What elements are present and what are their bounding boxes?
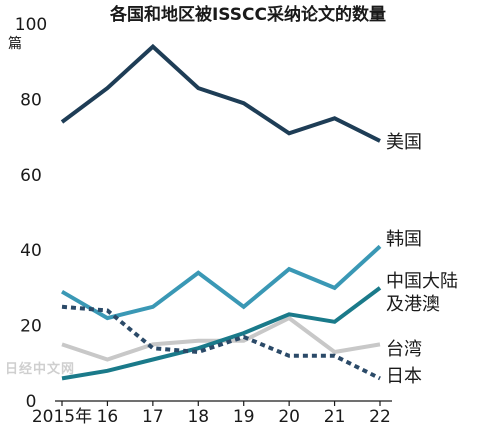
series-label-1: 韩国 — [386, 229, 422, 250]
x-tick-label-6: 21 — [324, 407, 346, 427]
series-label-2-line-1: 及港澳 — [386, 294, 440, 315]
x-tick-label-0: 2015年 — [32, 407, 92, 427]
watermark: 日经中文网 — [5, 361, 75, 377]
chart-title: 各国和地区被ISSCC采纳论文的数量 — [109, 4, 386, 25]
series-line-0 — [60, 43, 381, 143]
y-tick-label-40: 40 — [20, 241, 42, 261]
x-tick-label-7: 22 — [369, 407, 391, 427]
series-line-1 — [60, 244, 382, 321]
y-tick-label-100: 100 — [15, 15, 47, 35]
y-axis-unit: 篇 — [8, 36, 22, 52]
x-tick-label-3: 18 — [187, 407, 209, 427]
x-tick-label-4: 19 — [233, 407, 255, 427]
series-label-4: 日本 — [386, 366, 422, 387]
x-tick-label-5: 20 — [278, 407, 300, 427]
y-tick-label-60: 60 — [20, 166, 42, 186]
x-axis-ticks: 2015年 16 17 18 19 20 21 22 — [32, 401, 391, 427]
y-tick-label-0: 0 — [26, 392, 37, 412]
x-tick-label-2: 17 — [142, 407, 164, 427]
y-tick-label-80: 80 — [20, 90, 42, 110]
y-tick-label-20: 20 — [20, 317, 42, 337]
x-tick-label-1: 16 — [97, 407, 119, 427]
series-label-2-line-0: 中国大陆 — [386, 271, 458, 292]
y-axis-ticks: 0 20 40 60 80 100 — [15, 15, 47, 412]
series-lines — [60, 43, 382, 381]
series-label-0: 美国 — [386, 132, 422, 153]
series-line-4 — [61, 304, 381, 381]
series-line-2 — [61, 286, 382, 381]
series-label-3: 台湾 — [386, 339, 422, 360]
